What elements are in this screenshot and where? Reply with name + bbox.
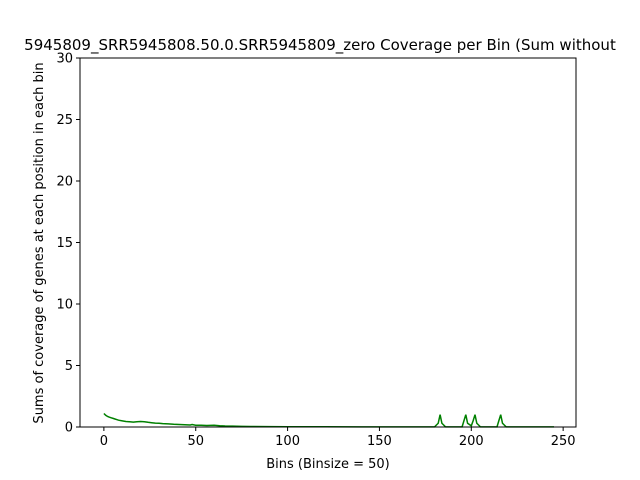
y-axis-label: Sums of coverage of genes at each positi…	[32, 62, 47, 423]
plot-area: 0 50 100 150 200 250 0 5 10 15 20 25 30	[56, 52, 577, 449]
x-tick-label: 250	[551, 434, 576, 449]
x-axis-label: Bins (Binsize = 50)	[266, 457, 390, 472]
y-tick-label: 10	[56, 298, 73, 313]
y-tick-label: 30	[56, 52, 73, 67]
x-tick-label: 50	[187, 434, 204, 449]
y-tick-label: 20	[56, 175, 73, 190]
coverage-series-line	[103, 412, 554, 428]
x-tick-label: 150	[367, 434, 392, 449]
x-tick-label: 200	[459, 434, 484, 449]
y-tick-label: 0	[65, 421, 73, 436]
chart-title: 5945809_SRR5945808.50.0.SRR5945809_zero …	[24, 36, 616, 55]
x-tick-label: 0	[100, 434, 108, 449]
y-tick-label: 25	[56, 113, 73, 128]
y-tick-label: 5	[65, 359, 73, 374]
x-tick-label: 100	[275, 434, 300, 449]
y-tick-label: 15	[56, 236, 73, 251]
